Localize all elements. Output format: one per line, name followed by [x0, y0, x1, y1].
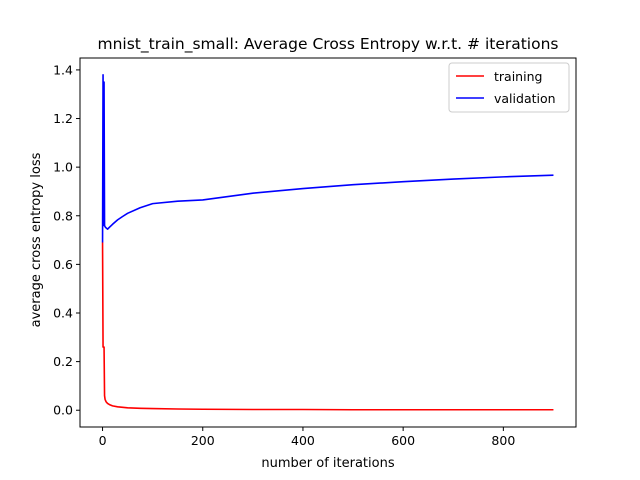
y-tick-label: 1.2 [53, 111, 73, 126]
y-tick-label: 1.0 [53, 160, 73, 175]
axes-frame [79, 57, 577, 428]
y-axis-ticks: 0.0 0.2 0.4 0.6 0.8 1.0 1.2 1.4 [53, 62, 80, 418]
plot-area: 0 200 400 600 800 0.0 0.2 0.4 0.6 0.8 1.0 1.2 1.4 [53, 57, 577, 448]
y-tick-label: 1.4 [53, 62, 73, 77]
x-axis-label: number of iterations [261, 456, 394, 471]
x-tick-label: 400 [291, 433, 315, 448]
legend-label-validation: validation [494, 91, 556, 106]
y-tick-label: 0.8 [53, 208, 73, 223]
y-tick-label: 0.2 [53, 354, 73, 369]
y-tick-label: 0.4 [53, 305, 73, 320]
y-tick-label: 0.0 [53, 403, 73, 418]
legend-label-training: training [494, 69, 542, 84]
series-line-validation [101, 73, 554, 243]
x-tick-label: 800 [491, 433, 515, 448]
x-axis-ticks: 0 200 400 600 800 [99, 427, 515, 448]
x-tick-label: 200 [191, 433, 215, 448]
y-tick-label: 0.6 [53, 257, 73, 272]
x-tick-label: 600 [391, 433, 415, 448]
x-tick-label: 0 [99, 433, 107, 448]
series-layer [101, 73, 554, 411]
legend: training validation [448, 62, 570, 113]
chart-title: mnist_train_small: Average Cross Entropy… [98, 35, 559, 54]
y-axis-label: average cross entropy loss [29, 152, 44, 327]
series-line-training [101, 242, 554, 411]
